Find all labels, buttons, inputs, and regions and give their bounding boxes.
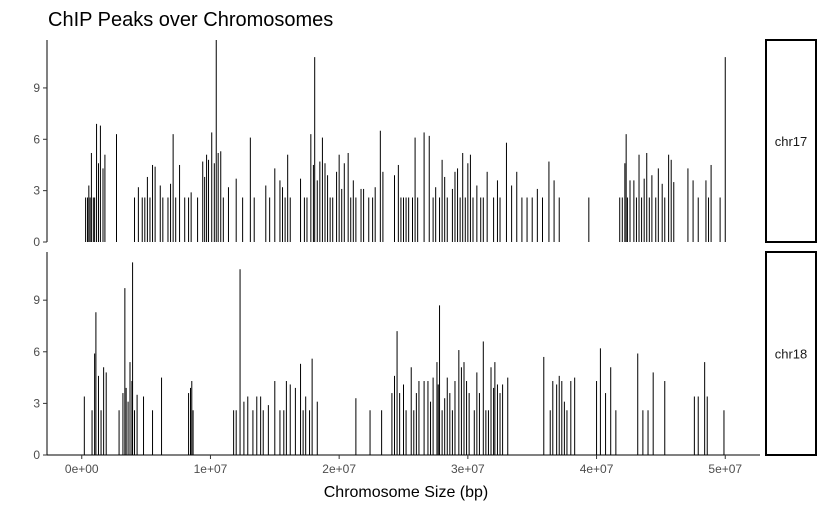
x-tick-label: 1e+07 xyxy=(194,462,228,476)
panel-chr17: 0 3 6 9 chr17 xyxy=(33,39,817,249)
y-tick-label: 3 xyxy=(33,396,40,410)
y-tick-label: 6 xyxy=(33,132,40,146)
facet-strip xyxy=(765,251,817,456)
facet-strip xyxy=(765,39,817,243)
y-tick-label: 9 xyxy=(33,293,40,307)
y-tick-label: 6 xyxy=(33,345,40,359)
x-tick-label: 5e+07 xyxy=(708,462,742,476)
x-tick-label: 2e+07 xyxy=(322,462,356,476)
chart-panels: 0 3 6 9 chr17 0 3 6 9 chr18 xyxy=(33,39,817,462)
chart-title: ChIP Peaks over Chromosomes xyxy=(48,9,333,31)
y-tick-label: 0 xyxy=(33,235,40,249)
y-tick-label: 9 xyxy=(33,81,40,95)
x-tick-label: 4e+07 xyxy=(580,462,614,476)
y-tick-label: 3 xyxy=(33,184,40,198)
x-axis: 0e+00 1e+07 2e+07 3e+07 4e+07 5e+07 xyxy=(47,454,760,476)
x-tick-label: 3e+07 xyxy=(451,462,485,476)
x-tick-label: 0e+00 xyxy=(65,462,99,476)
x-axis-label: Chromosome Size (bp) xyxy=(324,484,489,501)
facet-strip-label: chr18 xyxy=(775,347,808,362)
y-tick-label: 0 xyxy=(33,448,40,462)
facet-strip-label: chr17 xyxy=(775,134,808,149)
panel-chr18: 0 3 6 9 chr18 xyxy=(33,251,817,462)
